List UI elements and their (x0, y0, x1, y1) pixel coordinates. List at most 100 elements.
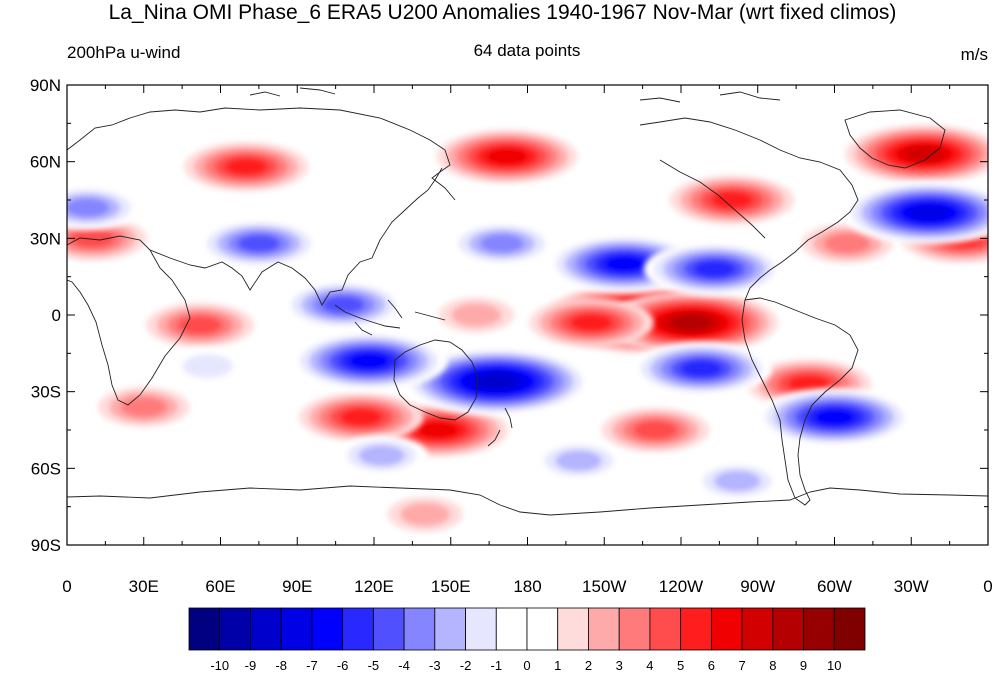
contour-level (824, 233, 871, 254)
colorbar-swatch (649, 607, 682, 651)
anomaly-feature (691, 460, 784, 502)
units-label: m/s (960, 45, 988, 64)
anomaly-feature (532, 440, 625, 481)
anomaly-feature (169, 348, 246, 384)
contour-level (348, 352, 390, 370)
contour-level (670, 314, 712, 331)
anomaly-feature (387, 496, 463, 533)
contour-level (451, 303, 502, 327)
colorbar-label: -4 (398, 658, 410, 673)
contour-level (570, 313, 613, 332)
contour-level (680, 360, 723, 378)
colorbar-swatch (342, 607, 374, 651)
colorbar-label: 4 (646, 658, 653, 673)
lon-tick-label: 180 (513, 577, 541, 596)
lon-tick-label: 120W (659, 577, 703, 596)
variable-label: 200hPa u-wind (67, 43, 181, 62)
contour-level (486, 148, 528, 166)
colorbar-label: 1 (554, 658, 561, 673)
anomaly-feature (436, 129, 578, 184)
colorbar-swatch (588, 607, 620, 651)
anomaly-field (67, 124, 988, 533)
contour-level (237, 234, 281, 253)
contour-level (224, 157, 268, 176)
contour-level (358, 445, 405, 466)
colorbar-swatch (772, 607, 804, 651)
lat-tick-label: 60S (31, 459, 61, 478)
contour-level (178, 315, 223, 335)
colorbar-label: -6 (337, 658, 349, 673)
anomaly-feature (290, 331, 448, 391)
coast-south-america (741, 297, 859, 506)
contour-level (417, 421, 459, 439)
contour-level (714, 470, 761, 492)
coast-arctic-islands (249, 87, 781, 103)
coast-antarctica (67, 485, 988, 516)
anomaly-feature (97, 386, 190, 428)
anomaly-feature (447, 221, 557, 266)
anomaly-feature (601, 407, 710, 453)
contour-level (120, 396, 167, 418)
lon-tick-label: 120E (354, 577, 394, 596)
anomaly-feature (842, 181, 988, 245)
coast-africa (67, 235, 191, 406)
colorbar-swatch (618, 607, 651, 651)
colorbar-label: 10 (827, 658, 841, 673)
anomaly-feature (298, 392, 424, 442)
contour-level (339, 408, 383, 427)
colorbar-swatch (833, 607, 866, 651)
colorbar-swatch (219, 607, 251, 651)
anomaly-feature (529, 297, 654, 348)
anomaly-feature (281, 280, 406, 330)
lon-tick-label: 90W (740, 577, 775, 596)
colorbar-swatch (680, 607, 712, 651)
contour-level (903, 145, 945, 163)
anomaly-feature (196, 218, 322, 269)
lat-tick-label: 90N (30, 76, 61, 95)
coast-australia (393, 339, 479, 421)
colorbar-label: 3 (616, 658, 623, 673)
contour-level (813, 408, 856, 426)
colorbar-swatch (403, 607, 436, 651)
anomaly-feature (643, 241, 785, 297)
colorbar-label: -7 (306, 658, 318, 673)
coast-europe-asia (67, 107, 456, 201)
lon-tick-label: 60W (817, 577, 852, 596)
colorbar-label: -1 (490, 658, 502, 673)
colorbar-swatch (465, 607, 497, 651)
contour-level (555, 450, 602, 472)
contour-level (604, 255, 646, 273)
colorbar-label: -5 (368, 658, 380, 673)
colorbar-label: -2 (460, 658, 472, 673)
contour-level (182, 354, 233, 379)
anomaly-feature (755, 387, 914, 447)
coast-indonesia (334, 299, 446, 336)
colorbar-label: -8 (275, 658, 287, 673)
contour-level (479, 233, 524, 253)
colorbar-label: -10 (210, 658, 229, 673)
contour-level (633, 420, 678, 440)
lat-tick-label: 30N (30, 229, 61, 248)
anomaly-feature (183, 142, 309, 192)
colorbar-label: 9 (800, 658, 807, 673)
colorbar-swatch (250, 607, 282, 651)
colorbar: -10 -9 -8 -7 -6 -5 -4 -3 -2 -1 0 1 2 3 4 5 6 7 8 9 10 (188, 607, 866, 673)
contour-level (67, 198, 110, 218)
anomaly-feature (145, 302, 255, 348)
lon-tick-label: 30W (894, 577, 929, 596)
colorbar-label: -3 (429, 658, 441, 673)
lat-tick-label: 90S (31, 536, 61, 555)
colorbar-swatch (280, 607, 313, 651)
contour-level (693, 260, 736, 278)
contour-level (710, 191, 754, 209)
lon-tick-label: 60E (205, 577, 235, 596)
colorbar-swatch (495, 607, 528, 651)
chart-title: La_Nina OMI Phase_6 ERA5 U200 Anomalies … (108, 1, 897, 24)
data-points-label: 64 data points (473, 41, 581, 60)
axis-labels: 90N 60N 30N 0 30S 60S 90S 0 30E 60E 90E 120E 150E 180… (30, 76, 993, 596)
anomaly-feature (845, 124, 988, 184)
colorbar-label: -9 (245, 658, 257, 673)
lat-tick-label: 60N (30, 153, 61, 172)
coast-east-asia (371, 167, 443, 259)
